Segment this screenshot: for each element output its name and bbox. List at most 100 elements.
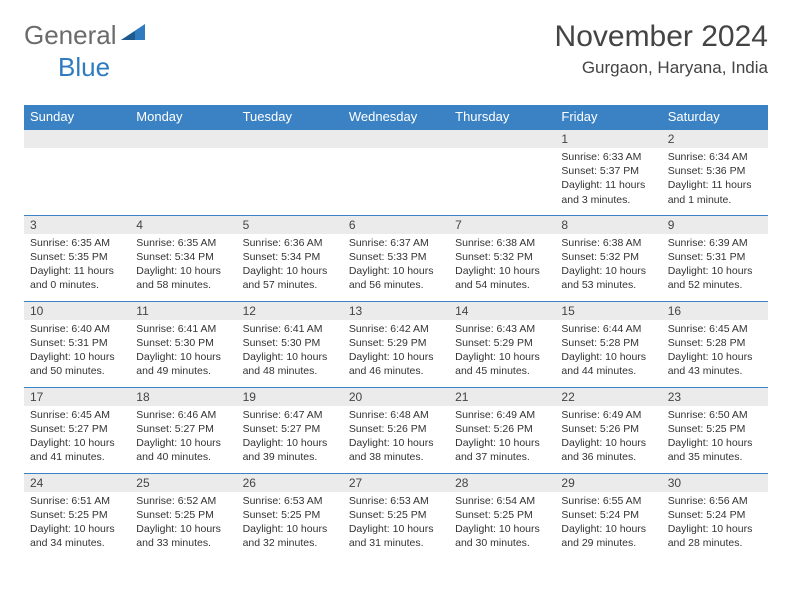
calendar-cell: 10Sunrise: 6:40 AMSunset: 5:31 PMDayligh… <box>24 301 130 387</box>
calendar-cell <box>237 129 343 215</box>
day-details: Sunrise: 6:50 AMSunset: 5:25 PMDaylight:… <box>662 406 768 469</box>
calendar-cell: 9Sunrise: 6:39 AMSunset: 5:31 PMDaylight… <box>662 215 768 301</box>
day-details: Sunrise: 6:53 AMSunset: 5:25 PMDaylight:… <box>343 492 449 555</box>
calendar-cell: 3Sunrise: 6:35 AMSunset: 5:35 PMDaylight… <box>24 215 130 301</box>
calendar-row: 17Sunrise: 6:45 AMSunset: 5:27 PMDayligh… <box>24 387 768 473</box>
calendar-cell: 5Sunrise: 6:36 AMSunset: 5:34 PMDaylight… <box>237 215 343 301</box>
day-number: 20 <box>343 388 449 406</box>
calendar-row: 1Sunrise: 6:33 AMSunset: 5:37 PMDaylight… <box>24 129 768 215</box>
day-number: 21 <box>449 388 555 406</box>
day-number: 30 <box>662 474 768 492</box>
month-title: November 2024 <box>555 20 768 54</box>
calendar-cell: 8Sunrise: 6:38 AMSunset: 5:32 PMDaylight… <box>555 215 661 301</box>
day-number: 2 <box>662 130 768 148</box>
day-details: Sunrise: 6:38 AMSunset: 5:32 PMDaylight:… <box>555 234 661 297</box>
calendar-cell: 25Sunrise: 6:52 AMSunset: 5:25 PMDayligh… <box>130 473 236 559</box>
day-number: 25 <box>130 474 236 492</box>
calendar-cell: 21Sunrise: 6:49 AMSunset: 5:26 PMDayligh… <box>449 387 555 473</box>
calendar-cell: 19Sunrise: 6:47 AMSunset: 5:27 PMDayligh… <box>237 387 343 473</box>
logo-text-general: General <box>24 20 117 51</box>
calendar-body: 1Sunrise: 6:33 AMSunset: 5:37 PMDaylight… <box>24 129 768 559</box>
logo-triangle-icon <box>119 22 147 49</box>
logo: General <box>24 20 149 51</box>
calendar-cell: 7Sunrise: 6:38 AMSunset: 5:32 PMDaylight… <box>449 215 555 301</box>
weekday-header-row: SundayMondayTuesdayWednesdayThursdayFrid… <box>24 105 768 129</box>
day-number: 13 <box>343 302 449 320</box>
day-details: Sunrise: 6:49 AMSunset: 5:26 PMDaylight:… <box>555 406 661 469</box>
day-details: Sunrise: 6:48 AMSunset: 5:26 PMDaylight:… <box>343 406 449 469</box>
day-number: 28 <box>449 474 555 492</box>
day-number: 5 <box>237 216 343 234</box>
day-details: Sunrise: 6:40 AMSunset: 5:31 PMDaylight:… <box>24 320 130 383</box>
day-number: 27 <box>343 474 449 492</box>
day-details: Sunrise: 6:38 AMSunset: 5:32 PMDaylight:… <box>449 234 555 297</box>
day-details: Sunrise: 6:55 AMSunset: 5:24 PMDaylight:… <box>555 492 661 555</box>
day-number: 29 <box>555 474 661 492</box>
calendar-cell: 26Sunrise: 6:53 AMSunset: 5:25 PMDayligh… <box>237 473 343 559</box>
calendar-cell: 20Sunrise: 6:48 AMSunset: 5:26 PMDayligh… <box>343 387 449 473</box>
day-number: 12 <box>237 302 343 320</box>
day-details: Sunrise: 6:39 AMSunset: 5:31 PMDaylight:… <box>662 234 768 297</box>
day-number: 22 <box>555 388 661 406</box>
calendar-cell: 1Sunrise: 6:33 AMSunset: 5:37 PMDaylight… <box>555 129 661 215</box>
day-details: Sunrise: 6:45 AMSunset: 5:27 PMDaylight:… <box>24 406 130 469</box>
title-block: November 2024 Gurgaon, Haryana, India <box>555 20 768 78</box>
weekday-header: Friday <box>555 105 661 129</box>
day-number <box>449 130 555 148</box>
logo-text-blue: Blue <box>58 52 110 83</box>
calendar-cell: 23Sunrise: 6:50 AMSunset: 5:25 PMDayligh… <box>662 387 768 473</box>
calendar-cell <box>449 129 555 215</box>
day-details: Sunrise: 6:35 AMSunset: 5:35 PMDaylight:… <box>24 234 130 297</box>
day-details: Sunrise: 6:45 AMSunset: 5:28 PMDaylight:… <box>662 320 768 383</box>
calendar-cell <box>343 129 449 215</box>
day-number <box>130 130 236 148</box>
day-details: Sunrise: 6:41 AMSunset: 5:30 PMDaylight:… <box>237 320 343 383</box>
location: Gurgaon, Haryana, India <box>555 58 768 78</box>
day-number: 16 <box>662 302 768 320</box>
day-number: 17 <box>24 388 130 406</box>
day-number: 14 <box>449 302 555 320</box>
calendar-cell: 24Sunrise: 6:51 AMSunset: 5:25 PMDayligh… <box>24 473 130 559</box>
day-details: Sunrise: 6:33 AMSunset: 5:37 PMDaylight:… <box>555 148 661 211</box>
day-number: 8 <box>555 216 661 234</box>
calendar-cell: 15Sunrise: 6:44 AMSunset: 5:28 PMDayligh… <box>555 301 661 387</box>
day-details: Sunrise: 6:42 AMSunset: 5:29 PMDaylight:… <box>343 320 449 383</box>
day-details: Sunrise: 6:47 AMSunset: 5:27 PMDaylight:… <box>237 406 343 469</box>
day-details: Sunrise: 6:35 AMSunset: 5:34 PMDaylight:… <box>130 234 236 297</box>
day-number <box>237 130 343 148</box>
weekday-header: Monday <box>130 105 236 129</box>
day-number: 6 <box>343 216 449 234</box>
calendar-cell <box>24 129 130 215</box>
day-details: Sunrise: 6:51 AMSunset: 5:25 PMDaylight:… <box>24 492 130 555</box>
weekday-header: Saturday <box>662 105 768 129</box>
day-number: 18 <box>130 388 236 406</box>
calendar-cell: 18Sunrise: 6:46 AMSunset: 5:27 PMDayligh… <box>130 387 236 473</box>
day-details: Sunrise: 6:43 AMSunset: 5:29 PMDaylight:… <box>449 320 555 383</box>
calendar-cell: 17Sunrise: 6:45 AMSunset: 5:27 PMDayligh… <box>24 387 130 473</box>
calendar-cell: 13Sunrise: 6:42 AMSunset: 5:29 PMDayligh… <box>343 301 449 387</box>
calendar-cell <box>130 129 236 215</box>
calendar-cell: 22Sunrise: 6:49 AMSunset: 5:26 PMDayligh… <box>555 387 661 473</box>
day-number <box>343 130 449 148</box>
day-number: 1 <box>555 130 661 148</box>
day-details: Sunrise: 6:52 AMSunset: 5:25 PMDaylight:… <box>130 492 236 555</box>
weekday-header: Thursday <box>449 105 555 129</box>
calendar-cell: 6Sunrise: 6:37 AMSunset: 5:33 PMDaylight… <box>343 215 449 301</box>
calendar-cell: 16Sunrise: 6:45 AMSunset: 5:28 PMDayligh… <box>662 301 768 387</box>
day-number: 23 <box>662 388 768 406</box>
calendar-row: 3Sunrise: 6:35 AMSunset: 5:35 PMDaylight… <box>24 215 768 301</box>
day-details: Sunrise: 6:44 AMSunset: 5:28 PMDaylight:… <box>555 320 661 383</box>
calendar-cell: 14Sunrise: 6:43 AMSunset: 5:29 PMDayligh… <box>449 301 555 387</box>
day-number: 10 <box>24 302 130 320</box>
day-details: Sunrise: 6:54 AMSunset: 5:25 PMDaylight:… <box>449 492 555 555</box>
day-number <box>24 130 130 148</box>
calendar-cell: 4Sunrise: 6:35 AMSunset: 5:34 PMDaylight… <box>130 215 236 301</box>
calendar-row: 24Sunrise: 6:51 AMSunset: 5:25 PMDayligh… <box>24 473 768 559</box>
day-number: 3 <box>24 216 130 234</box>
day-number: 9 <box>662 216 768 234</box>
day-details: Sunrise: 6:34 AMSunset: 5:36 PMDaylight:… <box>662 148 768 211</box>
calendar-cell: 12Sunrise: 6:41 AMSunset: 5:30 PMDayligh… <box>237 301 343 387</box>
calendar-cell: 30Sunrise: 6:56 AMSunset: 5:24 PMDayligh… <box>662 473 768 559</box>
calendar-table: SundayMondayTuesdayWednesdayThursdayFrid… <box>24 105 768 559</box>
day-number: 19 <box>237 388 343 406</box>
